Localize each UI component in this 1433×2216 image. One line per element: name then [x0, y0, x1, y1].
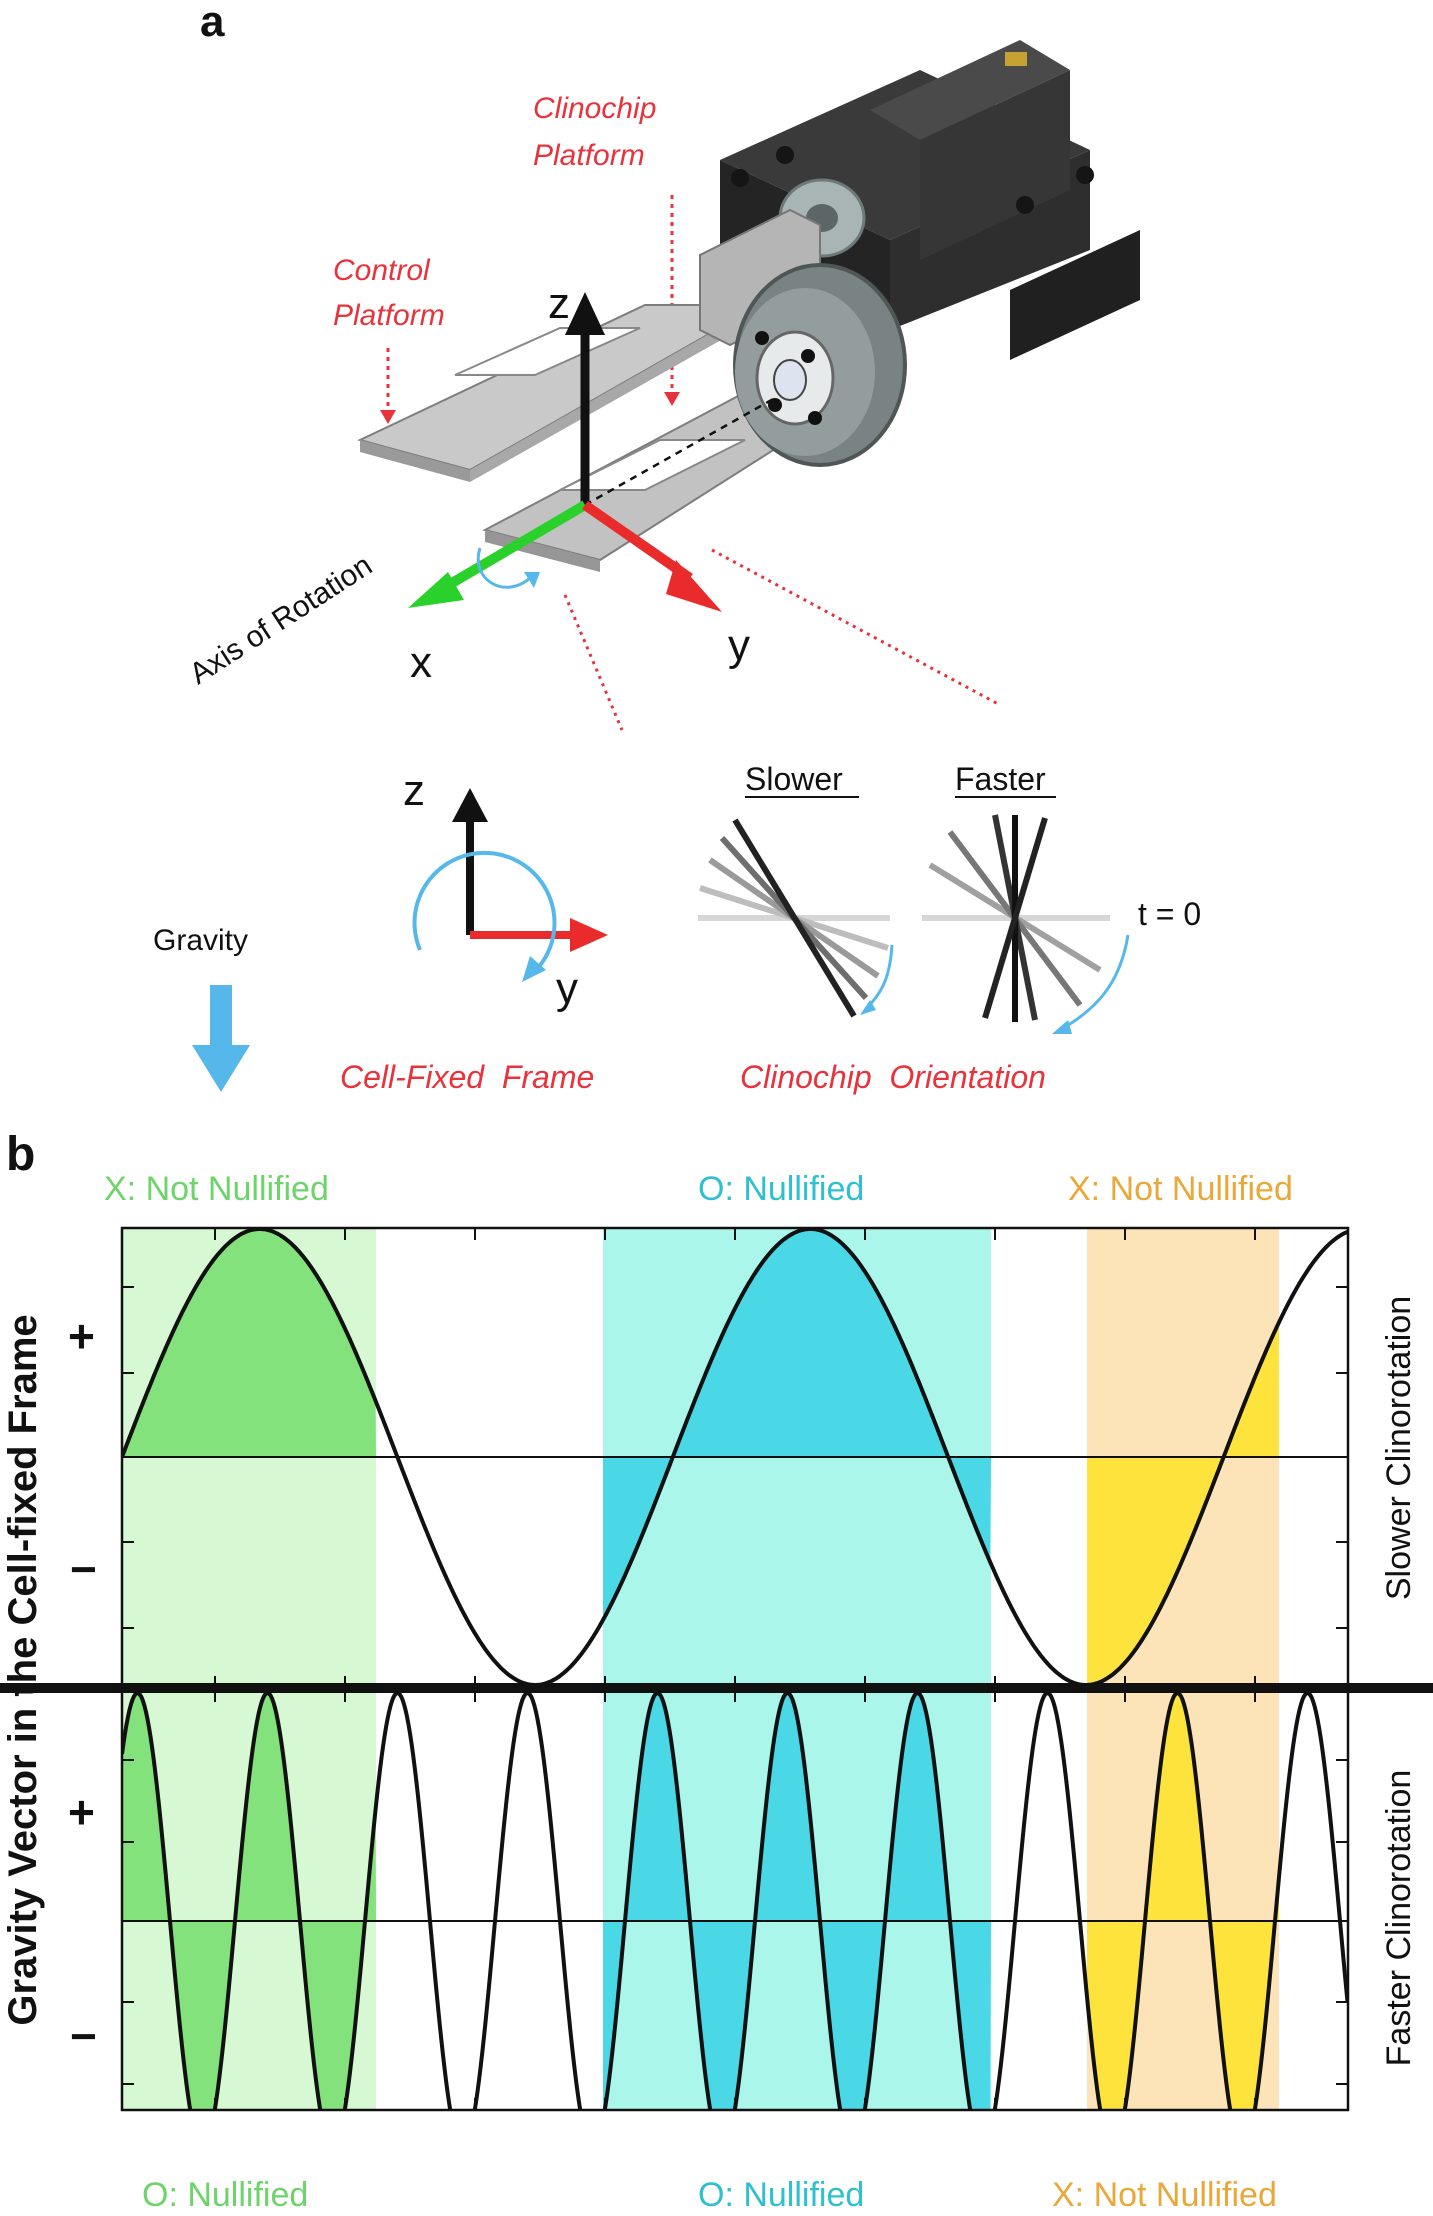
- top-label-1: X: Not Nullified: [104, 1170, 329, 1208]
- frame-z-label: z: [403, 766, 425, 815]
- frame-y-label: y: [556, 964, 578, 1013]
- faster-wave-fills: [122, 1693, 1279, 2110]
- minus-top: −: [70, 1543, 97, 1595]
- leader-control-head: [380, 410, 396, 424]
- control-platform-label-2: Platform: [333, 299, 445, 332]
- cell-fixed-frame-label: Cell-Fixed Frame: [340, 1059, 594, 1095]
- wave-line: [122, 1690, 1348, 2110]
- axis-arrows: [408, 292, 722, 612]
- bottom-label-1: O: Nullified: [142, 2176, 308, 2214]
- panel-b-label: b: [6, 1128, 35, 1181]
- clinochip-platform-label-2: Platform: [533, 139, 645, 172]
- y-axis-label: Gravity Vector in the Cell-fixed Frame: [1, 1314, 45, 2025]
- plus-top: +: [68, 1310, 95, 1362]
- slower-label: Slower: [745, 761, 843, 797]
- slower-orientation-diagram: [698, 818, 894, 1018]
- top-label-2: O: Nullified: [698, 1170, 864, 1208]
- top-label-3: X: Not Nullified: [1068, 1170, 1293, 1208]
- axis-x-label: x: [410, 638, 432, 687]
- t0-label: t = 0: [1138, 896, 1201, 932]
- slower-row-label: Slower Clinorotation: [1380, 1296, 1418, 1600]
- zoom-line-left: [563, 594, 624, 731]
- cell-fixed-frame-diagram: [412, 788, 608, 982]
- wave-fill: [1087, 1693, 1279, 2110]
- faster-row-label: Faster Clinorotation: [1380, 1770, 1418, 2067]
- faster-label: Faster: [955, 761, 1046, 797]
- zoom-line-right: [711, 548, 1001, 707]
- wave-line: [122, 1228, 1348, 1686]
- wave-fill: [603, 1693, 991, 2110]
- axis-y-label: y: [728, 621, 750, 670]
- clinostat-device: [357, 40, 1140, 572]
- gravity-label: Gravity: [153, 924, 248, 957]
- wave-fill: [122, 1229, 376, 1457]
- clinochip-orientation-label: Clinochip Orientation: [740, 1059, 1046, 1095]
- wave-fill: [122, 1693, 376, 2110]
- panel-a-label: a: [200, 0, 225, 46]
- wave-fill: [1087, 1322, 1279, 1685]
- gravity-arrow-icon: [192, 985, 250, 1092]
- faster-orientation-diagram: [922, 814, 1130, 1034]
- axis-of-rotation-label: Axis of Rotation: [184, 549, 378, 691]
- plus-bottom: +: [68, 1786, 95, 1838]
- control-platform-label-1: Control: [333, 254, 431, 287]
- slower-wave-curve: [122, 1228, 1348, 1686]
- axis-z-label: z: [548, 279, 570, 328]
- minus-bottom: −: [70, 2010, 97, 2062]
- clinochip-platform-label-1: Clinochip: [533, 92, 656, 125]
- leader-clinochip-head: [664, 392, 680, 406]
- bottom-label-3: X: Not Nullified: [1052, 2176, 1277, 2214]
- faster-wave-curve: [122, 1690, 1348, 2110]
- bottom-label-2: O: Nullified: [698, 2176, 864, 2214]
